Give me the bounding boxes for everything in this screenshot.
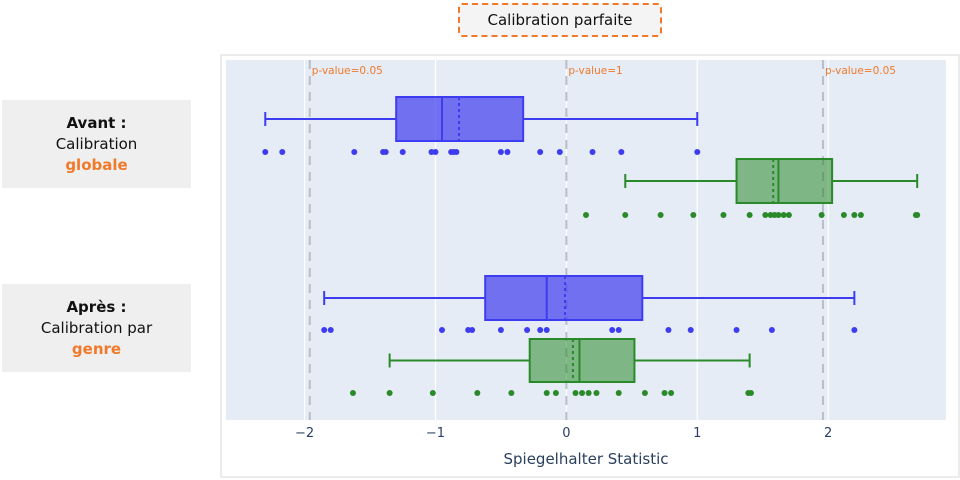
data-point: [399, 149, 406, 155]
group-label-line2: Calibration: [55, 134, 138, 153]
x-tick-label: 1: [693, 426, 701, 441]
data-point: [914, 212, 921, 218]
group-label-line3: globale: [65, 155, 128, 174]
group-label-line2: Calibration par: [40, 318, 153, 337]
data-point: [665, 327, 672, 333]
reference-line-label: p-value=0.05: [825, 65, 896, 77]
group-label-avant: Avant : Calibration globale: [2, 100, 191, 188]
data-point: [593, 390, 600, 396]
data-point: [690, 212, 697, 218]
data-point: [733, 327, 740, 333]
group-label-apres: Après : Calibration par genre: [2, 284, 191, 372]
data-point: [851, 212, 858, 218]
data-point: [556, 149, 563, 155]
data-point: [351, 149, 358, 155]
data-point: [508, 390, 515, 396]
data-point: [429, 390, 436, 396]
box-iqr: [484, 275, 644, 321]
data-point: [687, 327, 694, 333]
data-point: [552, 390, 559, 396]
data-point: [524, 327, 531, 333]
data-point: [327, 327, 334, 333]
reference-line-label: p-value=1: [568, 65, 622, 77]
data-point: [382, 149, 389, 155]
data-point: [840, 212, 847, 218]
data-point: [780, 212, 787, 218]
data-point: [747, 390, 754, 396]
data-point: [615, 390, 622, 396]
data-point: [439, 327, 445, 333]
data-point: [543, 327, 550, 333]
data-point: [818, 212, 825, 218]
data-point: [432, 149, 439, 155]
data-point: [504, 149, 511, 155]
data-point: [720, 212, 727, 218]
data-point: [262, 149, 269, 155]
data-point: [589, 149, 596, 155]
x-tick-label: −2: [295, 426, 314, 441]
data-point: [661, 390, 668, 396]
data-point: [497, 149, 504, 155]
data-point: [762, 212, 769, 218]
x-tick-label: 0: [562, 426, 570, 441]
group-label-line1: Avant :: [66, 113, 127, 132]
chart-frame: [220, 54, 960, 478]
reference-line-label: p-value=0.05: [312, 65, 383, 77]
data-point: [279, 149, 286, 155]
data-point: [785, 212, 792, 218]
data-point: [349, 390, 356, 396]
data-point: [615, 327, 622, 333]
data-point: [618, 149, 625, 155]
box-iqr: [528, 338, 636, 383]
data-point: [537, 149, 544, 155]
data-point: [851, 327, 858, 333]
data-point: [609, 327, 616, 333]
data-point: [537, 327, 544, 333]
group-label-line1: Après :: [66, 297, 127, 316]
data-point: [641, 390, 648, 396]
data-point: [768, 327, 775, 333]
data-point: [657, 212, 664, 218]
x-axis-title: Spiegelhalter Statistic: [503, 450, 669, 468]
data-point: [746, 212, 753, 218]
x-tick-label: −1: [426, 426, 445, 441]
data-point: [386, 390, 393, 396]
data-point: [775, 212, 782, 218]
data-point: [474, 390, 481, 396]
data-point: [622, 212, 629, 218]
data-point: [497, 327, 504, 333]
data-point: [321, 327, 328, 333]
data-point: [694, 149, 701, 155]
data-point: [857, 212, 864, 218]
page-title: Calibration parfaite: [458, 3, 662, 37]
data-point: [579, 390, 586, 396]
data-point: [453, 149, 460, 155]
data-point: [572, 390, 579, 396]
data-point: [668, 390, 675, 396]
x-tick-label: 2: [824, 426, 832, 441]
data-point: [583, 212, 589, 218]
box-iqr: [735, 158, 834, 204]
data-point: [543, 390, 550, 396]
group-label-line3: genre: [71, 339, 122, 358]
data-point: [469, 327, 476, 333]
data-point: [585, 390, 592, 396]
